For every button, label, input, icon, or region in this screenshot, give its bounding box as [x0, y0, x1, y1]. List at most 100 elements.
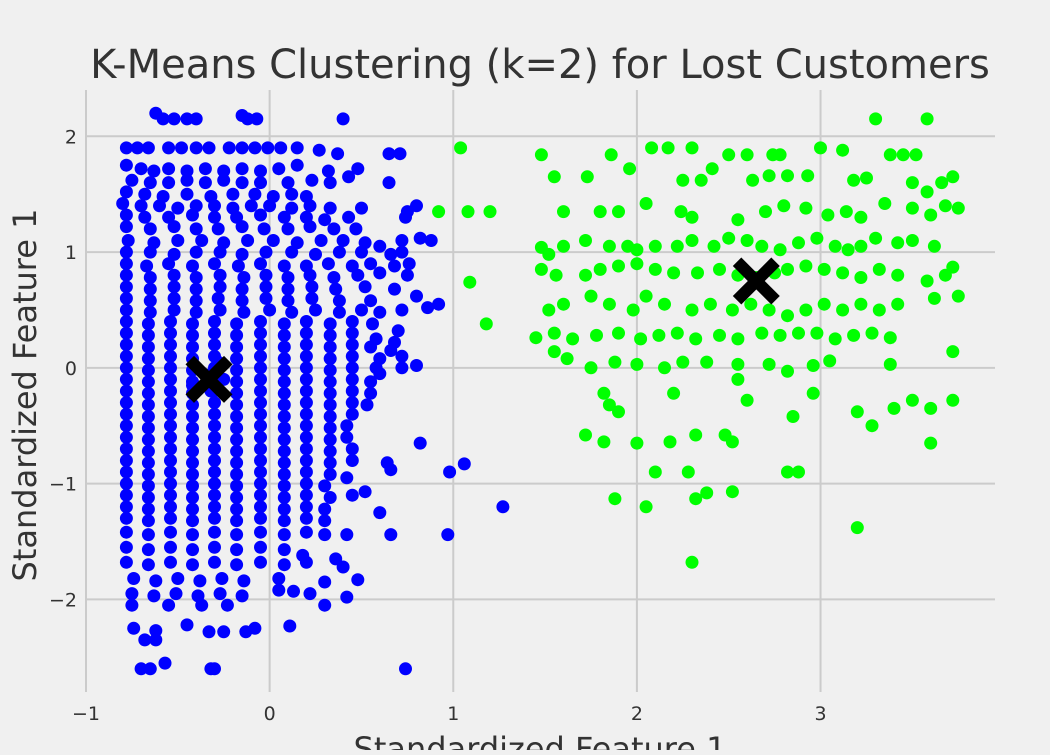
tick-labels: −1 0 1 2 3 −2 −1 0 1 2: [49, 126, 827, 725]
cluster-0-point: [230, 352, 244, 366]
cluster-0-point: [410, 199, 423, 213]
cluster-0-point: [336, 112, 350, 126]
cluster-0-point: [202, 141, 216, 155]
cluster-0-point: [230, 317, 244, 331]
cluster-0-point: [432, 297, 446, 311]
cluster-0-point: [208, 210, 221, 224]
cluster-0-point: [116, 197, 130, 210]
cluster-0-point: [277, 375, 291, 389]
cluster-0-point: [230, 528, 244, 542]
cluster-0-point: [299, 349, 313, 363]
cluster-0-point: [345, 326, 359, 340]
cluster-1-point: [920, 112, 934, 126]
cluster-0-point: [281, 176, 295, 190]
cluster-1-point: [626, 303, 640, 317]
cluster-0-point: [254, 407, 267, 421]
cluster-1-point: [792, 326, 805, 340]
cluster-0-point: [138, 210, 152, 224]
cluster-0-point: [299, 315, 313, 328]
cluster-0-point: [254, 555, 267, 569]
cluster-0-point: [254, 315, 267, 328]
cluster-1-point: [865, 326, 879, 340]
cluster-0-point: [364, 257, 378, 271]
cluster-0-point: [167, 303, 181, 317]
cluster-1-point: [836, 303, 850, 317]
cluster-0-point: [141, 398, 155, 412]
cluster-0-point: [164, 555, 177, 569]
cluster-0-point: [164, 326, 177, 340]
cluster-1-point: [630, 257, 644, 271]
cluster-0-point: [164, 477, 177, 491]
cluster-0-point: [186, 410, 199, 423]
cluster-0-point: [323, 340, 337, 354]
cluster-0-point: [230, 410, 244, 423]
cluster-0-point: [277, 491, 291, 504]
cluster-0-point: [213, 245, 227, 259]
cluster-0-point: [323, 386, 337, 400]
cluster-1-point: [781, 262, 794, 276]
cluster-0-point: [323, 410, 337, 423]
cluster-1-point: [670, 239, 684, 253]
cluster-0-point: [285, 187, 299, 201]
cluster-0-point: [186, 328, 199, 342]
cluster-0-point: [277, 386, 291, 400]
cluster-1-point: [905, 234, 919, 247]
cluster-0-point: [167, 280, 181, 294]
cluster-0-point: [230, 479, 244, 493]
cluster-0-point: [171, 201, 185, 215]
cluster-0-point: [342, 210, 356, 224]
cluster-0-point: [189, 245, 203, 259]
cluster-0-point: [167, 291, 181, 305]
cluster-1-point: [883, 357, 897, 371]
cluster-1-point: [905, 176, 919, 190]
cluster-0-point: [119, 407, 133, 421]
cluster-0-point: [235, 589, 249, 603]
cluster-0-point: [189, 112, 203, 126]
cluster-0-point: [318, 598, 332, 612]
cluster-0-point: [189, 294, 203, 308]
cluster-0-point: [400, 268, 414, 282]
cluster-0-point: [345, 361, 359, 375]
cluster-1-point: [773, 243, 787, 257]
cluster-1-point: [685, 555, 699, 569]
cluster-1-point: [612, 259, 625, 273]
cluster-0-point: [241, 234, 255, 247]
cluster-1-point: [463, 275, 477, 289]
x-tick-label: −1: [72, 703, 100, 725]
cluster-0-point: [171, 234, 185, 247]
cluster-0-point: [208, 477, 221, 491]
cluster-1-point: [645, 141, 659, 155]
cluster-0-point: [290, 141, 304, 155]
cluster-0-point: [323, 352, 337, 366]
cluster-0-point: [141, 558, 155, 572]
cluster-1-point: [703, 297, 717, 311]
cluster-0-point: [164, 396, 177, 410]
cluster-0-point: [237, 574, 251, 588]
cluster-0-point: [277, 410, 291, 423]
cluster-0-point: [186, 502, 199, 516]
cluster-0-point: [143, 222, 157, 236]
cluster-0-point: [303, 587, 317, 601]
cluster-1-point: [909, 148, 923, 162]
cluster-1-point: [872, 303, 886, 317]
cluster-1-point: [773, 148, 787, 162]
cluster-1-point: [946, 345, 960, 359]
cluster-1-point: [854, 239, 868, 253]
cluster-0-point: [351, 268, 365, 282]
cluster-0-point: [189, 271, 203, 284]
cluster-1-point: [674, 205, 688, 219]
cluster-0-point: [119, 291, 133, 305]
cluster-0-point: [345, 315, 359, 328]
cluster-1-point: [746, 173, 760, 187]
cluster-0-point: [215, 572, 229, 585]
cluster-0-point: [143, 245, 157, 259]
cluster-1-point: [725, 435, 739, 449]
cluster-0-point: [143, 294, 157, 308]
cluster-0-point: [153, 199, 166, 213]
cluster-1-point: [828, 239, 842, 253]
cluster-0-point: [277, 433, 291, 447]
cluster-1-point: [854, 271, 868, 284]
cluster-1-point: [821, 208, 835, 222]
cluster-1-point: [920, 185, 934, 199]
cluster-0-point: [259, 245, 273, 259]
